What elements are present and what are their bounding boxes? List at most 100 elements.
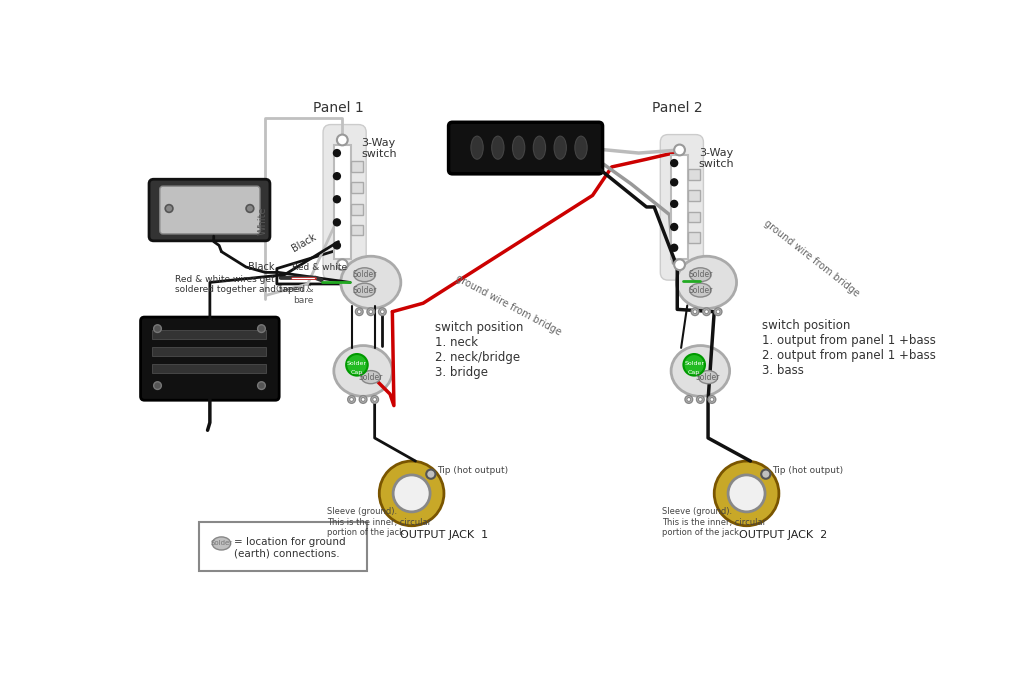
Text: Black: Black bbox=[248, 262, 274, 272]
Text: = location for ground
(earth) connections.: = location for ground (earth) connection… bbox=[233, 537, 345, 558]
Text: Cap: Cap bbox=[351, 370, 364, 375]
FancyBboxPatch shape bbox=[323, 124, 367, 280]
Ellipse shape bbox=[534, 136, 546, 159]
Bar bbox=[153, 330, 266, 339]
Circle shape bbox=[671, 200, 678, 207]
Bar bbox=[153, 347, 266, 357]
FancyBboxPatch shape bbox=[160, 186, 260, 234]
Text: Sleeve (ground).
This is the inner, circular
portion of the jack: Sleeve (ground). This is the inner, circ… bbox=[662, 507, 766, 537]
Circle shape bbox=[691, 308, 698, 315]
Circle shape bbox=[165, 205, 173, 212]
Circle shape bbox=[334, 219, 340, 226]
Circle shape bbox=[379, 461, 444, 526]
FancyBboxPatch shape bbox=[199, 522, 367, 571]
Text: Solder: Solder bbox=[684, 361, 705, 366]
Text: Tip (hot output): Tip (hot output) bbox=[772, 466, 843, 475]
Bar bbox=[351, 182, 364, 193]
Text: OUTPUT JACK  2: OUTPUT JACK 2 bbox=[739, 530, 827, 540]
Circle shape bbox=[698, 398, 702, 401]
Ellipse shape bbox=[671, 346, 730, 396]
Bar bbox=[351, 204, 364, 215]
Bar bbox=[351, 225, 364, 235]
Text: Red & white wires get
soldered together and taped.: Red & white wires get soldered together … bbox=[175, 275, 308, 294]
Circle shape bbox=[357, 310, 361, 313]
Bar bbox=[153, 364, 266, 373]
Ellipse shape bbox=[698, 371, 718, 384]
Text: OUTPUT JACK  1: OUTPUT JACK 1 bbox=[400, 530, 488, 540]
Ellipse shape bbox=[492, 136, 504, 159]
Circle shape bbox=[334, 172, 340, 179]
Ellipse shape bbox=[354, 283, 376, 297]
Ellipse shape bbox=[554, 136, 566, 159]
Ellipse shape bbox=[689, 268, 711, 282]
Text: Solder: Solder bbox=[358, 373, 383, 382]
Bar bbox=[688, 169, 700, 180]
Ellipse shape bbox=[677, 256, 736, 309]
Text: Solder: Solder bbox=[210, 540, 232, 547]
Circle shape bbox=[674, 260, 685, 270]
Circle shape bbox=[381, 310, 384, 313]
Text: Green &
bare: Green & bare bbox=[275, 285, 313, 305]
Text: ground wire from bridge: ground wire from bridge bbox=[762, 218, 861, 299]
Text: Solder: Solder bbox=[352, 270, 377, 279]
Ellipse shape bbox=[361, 371, 381, 384]
Circle shape bbox=[683, 354, 705, 376]
Text: Solder: Solder bbox=[352, 285, 377, 295]
Circle shape bbox=[393, 475, 430, 512]
Circle shape bbox=[671, 223, 678, 230]
FancyBboxPatch shape bbox=[150, 179, 270, 241]
Circle shape bbox=[373, 398, 377, 401]
Bar bbox=[688, 232, 700, 243]
Circle shape bbox=[671, 160, 678, 167]
Circle shape bbox=[674, 144, 685, 156]
Bar bbox=[688, 190, 700, 201]
Ellipse shape bbox=[212, 537, 230, 550]
Text: Cap: Cap bbox=[688, 370, 700, 375]
Ellipse shape bbox=[334, 346, 392, 396]
Circle shape bbox=[367, 308, 375, 315]
Circle shape bbox=[346, 354, 368, 376]
Bar bbox=[334, 145, 351, 260]
Text: Black: Black bbox=[290, 232, 317, 253]
Text: Panel 1: Panel 1 bbox=[313, 101, 364, 114]
Text: Solder: Solder bbox=[688, 285, 713, 295]
Circle shape bbox=[687, 398, 691, 401]
Bar bbox=[688, 211, 700, 223]
Circle shape bbox=[246, 205, 254, 212]
Circle shape bbox=[369, 310, 373, 313]
Circle shape bbox=[258, 382, 265, 389]
Circle shape bbox=[761, 470, 770, 479]
Circle shape bbox=[705, 310, 709, 313]
Circle shape bbox=[371, 396, 379, 403]
Ellipse shape bbox=[471, 136, 483, 159]
Text: switch position
1. neck
2. neck/bridge
3. bridge: switch position 1. neck 2. neck/bridge 3… bbox=[435, 321, 523, 379]
Circle shape bbox=[714, 461, 779, 526]
Circle shape bbox=[154, 325, 162, 332]
Circle shape bbox=[337, 135, 348, 145]
FancyBboxPatch shape bbox=[449, 122, 602, 174]
Circle shape bbox=[671, 244, 678, 251]
Circle shape bbox=[716, 310, 720, 313]
Circle shape bbox=[710, 398, 714, 401]
Bar bbox=[351, 161, 364, 172]
Text: ground wire from bridge: ground wire from bridge bbox=[454, 274, 563, 338]
Circle shape bbox=[355, 308, 364, 315]
Text: 3-Way
switch: 3-Way switch bbox=[361, 138, 397, 159]
FancyBboxPatch shape bbox=[660, 135, 703, 280]
Circle shape bbox=[379, 308, 386, 315]
Text: Panel 2: Panel 2 bbox=[652, 101, 702, 114]
Circle shape bbox=[685, 396, 692, 403]
Ellipse shape bbox=[689, 283, 711, 297]
Circle shape bbox=[334, 196, 340, 202]
Text: White: White bbox=[258, 207, 268, 235]
Circle shape bbox=[671, 179, 678, 186]
Circle shape bbox=[349, 398, 353, 401]
Text: 3-Way
switch: 3-Way switch bbox=[698, 148, 734, 170]
Circle shape bbox=[708, 396, 716, 403]
Text: Red & white: Red & white bbox=[292, 263, 347, 272]
Text: Tip (hot output): Tip (hot output) bbox=[437, 466, 508, 475]
Ellipse shape bbox=[341, 256, 400, 309]
Text: Solder: Solder bbox=[696, 373, 720, 382]
Circle shape bbox=[426, 470, 435, 479]
FancyBboxPatch shape bbox=[140, 317, 280, 400]
